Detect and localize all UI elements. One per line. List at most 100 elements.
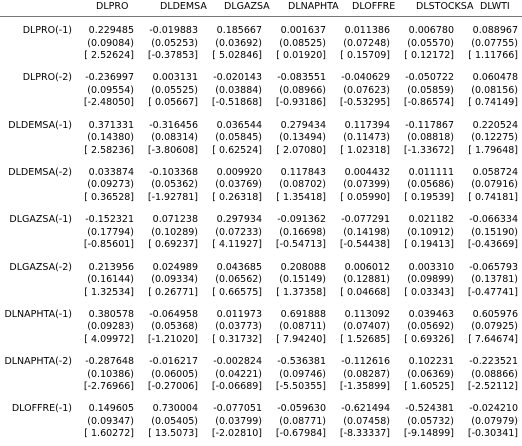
t-stats: [-0.37853] <box>147 50 198 61</box>
t-stats: [-3.80608] <box>147 144 198 156</box>
coefficients: 0.004432 <box>344 166 390 178</box>
coefficients: 0.021182 <box>408 214 454 226</box>
coefficients: 0.009920 <box>216 166 262 178</box>
row-label: DLOFFRE(-1) <box>11 403 72 415</box>
std-errors: (0.09746) <box>279 368 326 380</box>
coefficients: -0.236997 <box>85 72 134 84</box>
std-errors: (0.09554) <box>87 84 134 96</box>
std-errors: (0.10386) <box>87 368 134 380</box>
coefficients: 0.071238 <box>152 214 198 226</box>
std-errors: (0.07925) <box>471 321 518 333</box>
coefficients: 0.730004 <box>152 403 198 415</box>
t-stats: [ 2.07080] <box>276 144 326 156</box>
t-stats: [ 0.74181] <box>468 191 518 203</box>
t-stats: [-0.86574] <box>403 97 454 109</box>
std-errors: (0.05362) <box>151 179 198 191</box>
std-errors: (0.05859) <box>407 84 454 96</box>
t-stats: [-1.33672] <box>403 144 454 156</box>
t-stats: [ 0.05667] <box>148 97 198 109</box>
coefficients: -0.536381 <box>277 356 326 368</box>
coefficients: 0.208088 <box>280 261 326 273</box>
coefficients: 0.006780 <box>408 25 454 36</box>
coefficients: 0.185667 <box>216 25 262 36</box>
std-errors: (0.09283) <box>87 321 134 333</box>
coefficients: 0.213956 <box>88 261 134 273</box>
t-stats: [-0.53295] <box>339 97 390 109</box>
coefficients: 0.691888 <box>280 308 326 320</box>
std-errors: (0.12881) <box>343 274 390 285</box>
t-stats: [-0.93186] <box>275 97 326 109</box>
coefficients: 0.039463 <box>408 308 454 320</box>
t-stats: [-1.92781] <box>147 191 198 203</box>
std-errors: (0.09334) <box>151 274 198 285</box>
t-stats: [ 0.74149] <box>468 97 518 109</box>
std-errors: (0.16144) <box>87 274 134 285</box>
std-errors: (0.07248) <box>343 37 390 49</box>
coefficients: 0.102231 <box>408 356 454 368</box>
coefficients: 0.605976 <box>472 308 518 320</box>
coefficients: 0.058724 <box>472 166 518 178</box>
coefficients: -0.059630 <box>277 403 326 415</box>
std-errors: (0.08702) <box>279 179 326 191</box>
std-errors: (0.07916) <box>471 179 518 191</box>
std-errors: (0.03769) <box>215 179 262 191</box>
std-errors: (0.08866) <box>471 368 518 380</box>
t-stats: [ 1.60525] <box>404 381 454 393</box>
std-errors: (0.05845) <box>215 132 262 144</box>
std-errors: (0.13781) <box>471 274 518 285</box>
coefficients: -0.077291 <box>341 214 390 226</box>
t-stats: [ 0.04668] <box>340 286 390 298</box>
std-errors: (0.04221) <box>215 368 262 380</box>
coefficients: -0.020143 <box>213 72 262 84</box>
row-label: DLNAPHTA(-1) <box>4 308 72 320</box>
coefficients: -0.091362 <box>277 214 326 226</box>
t-stats: [-2.02810] <box>211 428 262 440</box>
coefficients: -0.083551 <box>277 72 326 84</box>
t-stats: [-1.35899] <box>339 381 390 393</box>
coefficients: 0.043685 <box>216 261 262 273</box>
coefficients: -0.066334 <box>469 214 518 226</box>
coefficients: 0.371331 <box>88 119 134 131</box>
coefficients: 0.220524 <box>472 119 518 131</box>
t-stats: [-8.33337] <box>339 428 390 440</box>
t-stats: [-0.54713] <box>275 239 326 251</box>
t-stats: [ 13.5073] <box>148 428 198 440</box>
std-errors: (0.11473) <box>343 132 390 144</box>
t-stats: [ 5.02846] <box>212 50 262 61</box>
t-stats: [ 0.01920] <box>276 50 326 61</box>
t-stats: [ 0.15709] <box>340 50 390 61</box>
t-stats: [ 1.02318] <box>340 144 390 156</box>
t-stats: [ 0.26318] <box>212 191 262 203</box>
coefficients: -0.152321 <box>85 214 134 226</box>
t-stats: [ 0.36528] <box>84 191 134 203</box>
coefficients: 0.117843 <box>280 166 326 178</box>
std-errors: (0.08771) <box>279 415 326 427</box>
std-errors: (0.08966) <box>279 84 326 96</box>
coefficients: -0.019883 <box>149 25 198 36</box>
coefficients: 0.036544 <box>216 119 262 131</box>
t-stats: [ 2.58236] <box>84 144 134 156</box>
t-stats: [ 1.11766] <box>468 50 518 61</box>
std-errors: (0.13494) <box>279 132 326 144</box>
coefficients: 0.001637 <box>280 25 326 36</box>
coefficients: 0.149605 <box>88 403 134 415</box>
t-stats: [ 0.03343] <box>404 286 454 298</box>
coefficients: 0.011111 <box>408 166 454 178</box>
std-errors: (0.16698) <box>279 226 326 238</box>
std-errors: (0.06562) <box>215 274 262 285</box>
coefficients: -0.065793 <box>469 261 518 273</box>
coefficients: -0.016217 <box>149 356 198 368</box>
t-stats: [-0.27006] <box>147 381 198 393</box>
row-label: DLNAPHTA(-2) <box>4 356 72 368</box>
column-header: DLOFFRE <box>352 1 396 12</box>
t-stats: [-0.30341] <box>467 428 518 440</box>
std-errors: (0.08818) <box>407 132 454 144</box>
coefficients: -0.024210 <box>469 403 518 415</box>
std-errors: (0.06005) <box>151 368 198 380</box>
coefficients: -0.287648 <box>85 356 134 368</box>
std-errors: (0.05405) <box>151 415 198 427</box>
t-stats: [-0.51868] <box>211 97 262 109</box>
coefficients: 0.011973 <box>216 308 262 320</box>
t-stats: [ 1.35418] <box>276 191 326 203</box>
std-errors: (0.08711) <box>279 321 326 333</box>
